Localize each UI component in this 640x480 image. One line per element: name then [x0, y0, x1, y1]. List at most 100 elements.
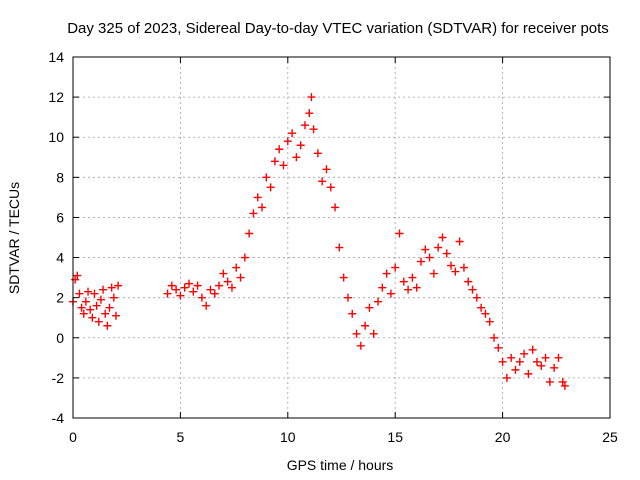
data-point — [210, 289, 219, 298]
data-point — [288, 129, 297, 138]
data-point — [245, 229, 254, 238]
data-point — [378, 283, 387, 292]
data-point — [343, 293, 352, 302]
x-tick-label: 5 — [177, 429, 185, 445]
data-point — [395, 229, 404, 238]
data-point — [167, 281, 176, 290]
y-tick-label: 10 — [48, 129, 64, 145]
data-point — [240, 253, 249, 262]
data-point — [249, 209, 258, 218]
data-point — [215, 281, 224, 290]
data-point — [99, 285, 108, 294]
data-point — [429, 269, 438, 278]
data-point — [481, 309, 490, 318]
data-point — [253, 193, 262, 202]
y-axis-label: SDTVAR / TECUs — [6, 182, 22, 294]
data-point — [322, 165, 331, 174]
data-point — [326, 183, 335, 192]
data-point — [292, 153, 301, 162]
axis-ticks: 0 5 10 15 20 25 -4 -2 0 2 4 6 8 10 12 14 — [48, 49, 618, 445]
data-point — [92, 301, 101, 310]
x-tick-label: 20 — [495, 429, 511, 445]
data-point — [335, 243, 344, 252]
data-point — [262, 173, 271, 182]
data-point — [365, 303, 374, 312]
data-point — [109, 293, 118, 302]
data-point — [266, 183, 275, 192]
data-point — [184, 279, 193, 288]
x-tick-label: 25 — [602, 429, 618, 445]
data-point — [206, 285, 215, 294]
data-point — [300, 121, 309, 130]
chart-title: Day 325 of 2023, Sidereal Day-to-day VTE… — [67, 20, 609, 37]
data-point — [451, 267, 460, 276]
data-point — [309, 125, 318, 134]
data-point — [88, 313, 97, 322]
data-point — [468, 285, 477, 294]
data-point — [111, 311, 120, 320]
data-point — [94, 317, 103, 326]
data-point — [528, 345, 537, 354]
data-point — [202, 301, 211, 310]
data-point — [412, 283, 421, 292]
data-point — [386, 289, 395, 298]
data-point — [318, 177, 327, 186]
data-point — [275, 145, 284, 154]
data-point — [305, 109, 314, 118]
data-point — [356, 341, 365, 350]
data-point — [283, 137, 292, 146]
data-point — [554, 353, 563, 362]
data-point — [369, 329, 378, 338]
data-point — [193, 281, 202, 290]
data-point — [425, 253, 434, 262]
data-point — [103, 321, 112, 330]
data-point — [550, 363, 559, 372]
data-point — [223, 277, 232, 286]
y-tick-label: 2 — [56, 290, 64, 306]
data-point — [105, 303, 114, 312]
data-point — [511, 365, 520, 374]
y-tick-label: 0 — [56, 330, 64, 346]
data-point — [498, 357, 507, 366]
grid-lines — [73, 57, 610, 418]
data-point — [558, 377, 567, 386]
data-point — [361, 321, 370, 330]
data-points — [69, 93, 569, 390]
data-point — [472, 293, 481, 302]
data-point — [258, 203, 267, 212]
data-point — [219, 269, 228, 278]
data-point — [270, 157, 279, 166]
data-point — [421, 245, 430, 254]
data-point — [464, 277, 473, 286]
x-axis-label: GPS time / hours — [287, 457, 394, 473]
data-point — [404, 285, 413, 294]
data-point — [438, 233, 447, 242]
data-point — [279, 161, 288, 170]
y-tick-label: 6 — [56, 209, 64, 225]
data-point — [307, 93, 316, 102]
data-point — [348, 309, 357, 318]
y-tick-label: 4 — [56, 250, 64, 266]
data-point — [485, 317, 494, 326]
data-point — [189, 287, 198, 296]
data-point — [227, 283, 236, 292]
data-point — [515, 357, 524, 366]
data-point — [339, 273, 348, 282]
data-point — [455, 237, 464, 246]
data-point — [520, 349, 529, 358]
x-tick-label: 10 — [280, 429, 296, 445]
data-point — [180, 283, 189, 292]
y-tick-label: -2 — [52, 370, 65, 386]
y-tick-label: 14 — [48, 49, 64, 65]
data-point — [459, 263, 468, 272]
data-point — [434, 243, 443, 252]
data-point — [71, 275, 80, 284]
data-point — [81, 297, 90, 306]
data-point — [75, 289, 84, 298]
data-point — [79, 309, 88, 318]
data-point — [313, 149, 322, 158]
data-point — [442, 249, 451, 258]
data-point — [163, 289, 172, 298]
data-point — [537, 361, 546, 370]
